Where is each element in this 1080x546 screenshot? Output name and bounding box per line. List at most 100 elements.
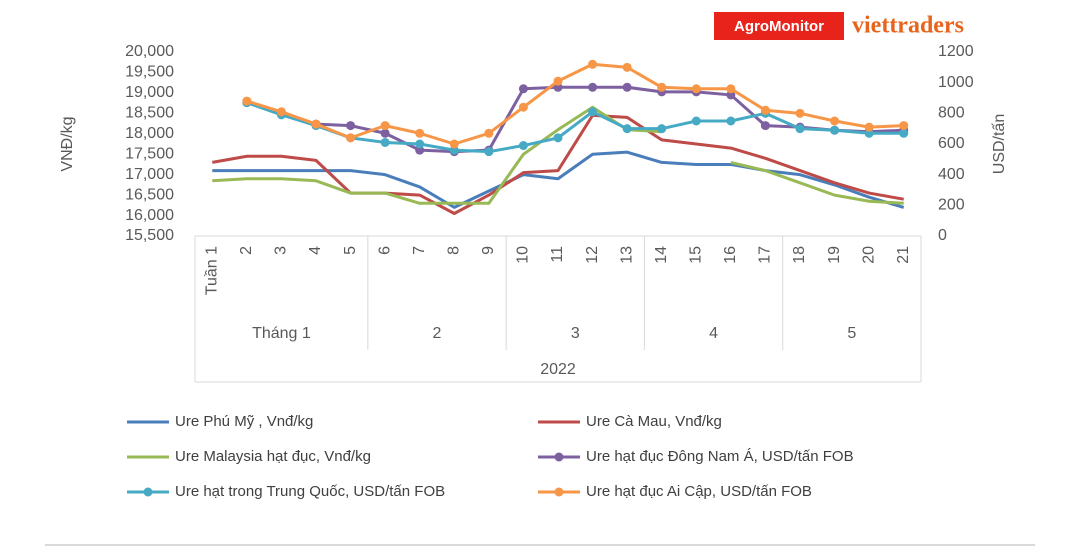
y-tick-label: 16,500 (125, 186, 174, 203)
y2-tick-label: 800 (938, 105, 965, 122)
legend-label: Ure hạt đục Đông Nam Á, USD/tấn FOB (586, 448, 854, 465)
group-label: 4 (709, 325, 718, 342)
legend-marker (143, 487, 153, 497)
brand-left: AgroMonitor (734, 18, 824, 35)
brand-right: viettraders (852, 13, 964, 39)
series-marker (760, 121, 770, 131)
x-tick-label: Tuần 1 (204, 246, 221, 295)
series-marker (691, 116, 701, 126)
series-marker (553, 76, 563, 86)
x-tick-label: 8 (446, 246, 463, 255)
x-tick-label: 10 (515, 246, 532, 264)
series-marker (830, 116, 840, 126)
series-marker (484, 147, 494, 157)
x-tick-label: 20 (860, 246, 877, 264)
x-tick-label: 21 (895, 246, 912, 264)
series-line (212, 113, 904, 216)
x-tick-label: 12 (584, 246, 601, 264)
y-tick-label: 17,000 (125, 166, 174, 183)
series-marker (311, 119, 321, 129)
x-tick-label: 5 (342, 246, 359, 255)
series-marker (691, 84, 701, 94)
y-tick-label: 19,000 (125, 84, 174, 101)
y2-tick-label: 0 (938, 227, 947, 244)
series-marker (622, 62, 632, 72)
x-tick-label: 7 (411, 246, 428, 255)
x-tick-label: 11 (549, 246, 566, 263)
y2-tick-label: 1000 (938, 74, 974, 91)
y-tick-label: 17,500 (125, 145, 174, 162)
y-tick-label: 20,000 (125, 43, 174, 60)
series-marker (795, 124, 805, 134)
series-marker (380, 137, 390, 147)
series-marker (726, 116, 736, 126)
series-marker (346, 121, 356, 131)
legend-label: Ure Malaysia hạt đục, Vnđ/kg (175, 448, 371, 465)
y-tick-label: 15,500 (125, 227, 174, 244)
group-label: 2 (433, 325, 442, 342)
x-tick-label: 2 (238, 246, 255, 255)
x-tick-label: 9 (480, 246, 497, 255)
group-label: 3 (571, 325, 580, 342)
y-tick-label: 19,500 (125, 64, 174, 81)
x-tick-label: 16 (722, 246, 739, 264)
series-marker (380, 121, 390, 131)
legend-marker (554, 487, 564, 497)
series-marker (415, 139, 425, 149)
x-tick-label: 18 (791, 246, 808, 264)
series-marker (380, 128, 390, 138)
y-tick-label: 18,000 (125, 125, 174, 142)
series-marker (276, 107, 286, 117)
series-marker (553, 133, 563, 143)
brand-box (714, 12, 844, 40)
x-tick-label: 4 (307, 246, 324, 255)
legend-label: Ure Cà Mau, Vnđ/kg (586, 413, 722, 430)
series-marker (830, 125, 840, 135)
series-marker (795, 108, 805, 118)
series-marker (899, 128, 909, 138)
series-marker (657, 82, 667, 92)
series-marker (864, 122, 874, 132)
series-line (246, 62, 904, 146)
x-tick-label: 14 (653, 246, 670, 264)
series-marker (415, 128, 425, 138)
x-tick-label: 19 (826, 246, 843, 264)
x-axis-label: 2022 (540, 361, 576, 378)
legend-marker (554, 452, 564, 462)
series-line (212, 105, 904, 205)
legend-label: Ure hạt đục Ai Cập, USD/tấn FOB (586, 483, 812, 500)
y2-tick-label: 1200 (938, 43, 974, 60)
series-marker (622, 124, 632, 134)
series-marker (899, 121, 909, 131)
y2-axis-label: USD/tấn (991, 114, 1008, 174)
series-marker (622, 82, 632, 92)
series-marker (449, 139, 459, 149)
series-marker (518, 102, 528, 112)
series-marker (518, 141, 528, 151)
series-marker (242, 96, 252, 106)
series-marker (760, 105, 770, 115)
y-tick-label: 18,500 (125, 105, 174, 122)
series-marker (726, 84, 736, 94)
series-marker (518, 84, 528, 94)
y-tick-label: 16,000 (125, 207, 174, 224)
series-marker (588, 59, 598, 69)
group-label: Tháng 1 (252, 325, 311, 342)
series-line (246, 101, 904, 154)
x-tick-label: 15 (688, 246, 705, 264)
series-marker (346, 133, 356, 143)
series-marker (588, 107, 598, 117)
legend-label: Ure hạt trong Trung Quốc, USD/tấn FOB (175, 483, 445, 500)
legend-label: Ure Phú Mỹ , Vnđ/kg (175, 413, 313, 430)
series-marker (657, 124, 667, 134)
series-marker (588, 82, 598, 92)
group-label: 5 (847, 325, 856, 342)
x-tick-label: 13 (618, 246, 635, 264)
y2-tick-label: 600 (938, 135, 965, 152)
series-marker (484, 128, 494, 138)
x-tick-label: 17 (757, 246, 774, 264)
y-axis-label: VNĐ/kg (59, 116, 76, 171)
y2-tick-label: 200 (938, 197, 965, 214)
y2-tick-label: 400 (938, 166, 965, 183)
